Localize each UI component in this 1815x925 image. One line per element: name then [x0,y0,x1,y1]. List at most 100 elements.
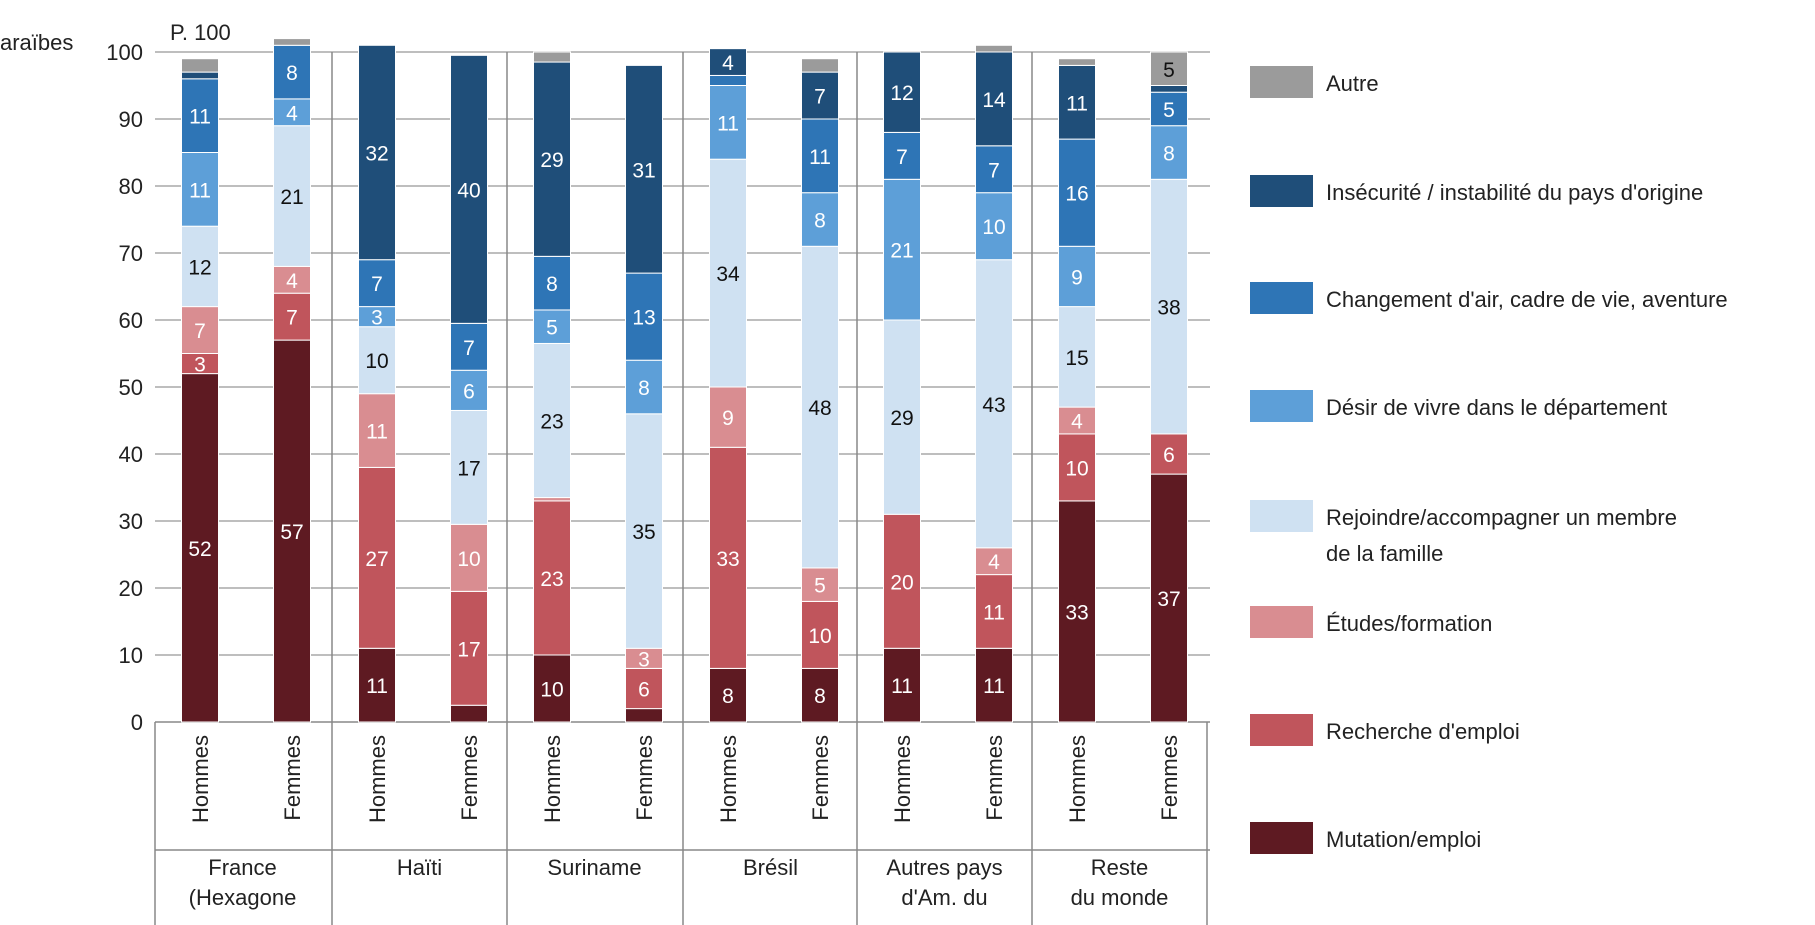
data-label: 8 [286,62,298,85]
bar-segment [1058,500,1096,723]
data-label: 11 [717,112,739,135]
legend-swatch [1250,500,1313,532]
y-tick-label: 50 [119,375,143,400]
data-label: 11 [1066,92,1088,115]
data-label: 31 [632,159,655,182]
bar-segment [883,131,921,180]
y-tick-label: 10 [119,643,143,668]
data-label: 7 [896,146,908,169]
data-label: 16 [1065,183,1088,206]
y-tick-label: 20 [119,576,143,601]
bar-segment [1058,64,1096,140]
bar-segment [625,413,663,649]
bar-segment [358,466,396,649]
data-label: 11 [366,421,388,444]
bar-segment [801,192,839,247]
x-category-label: Femmes [982,735,1007,821]
data-label: 21 [280,186,303,209]
bar-segment [975,44,1013,53]
group-label: du monde [1071,885,1169,910]
y-tick-label: 60 [119,308,143,333]
bar-segment [450,54,488,324]
x-category-label: Hommes [540,735,565,823]
bar-segment [883,178,921,321]
data-label: 15 [1065,347,1088,370]
y-tick-label: 80 [119,174,143,199]
x-category-label: Femmes [808,735,833,821]
data-label: 10 [808,625,831,648]
legend: Autre Insécurité / instabilité du pays d'… [1250,0,1810,925]
bar-segment [273,38,311,46]
group-label: Suriname [547,855,641,880]
bar-segment [883,319,921,515]
bar-segment [273,292,311,341]
y-tick-label: 30 [119,509,143,534]
bar-segment [181,71,219,80]
bar-segment [883,647,921,723]
bar-segment [801,58,839,73]
stacked-bar-chart: P. 1000102030405060708090100523712111157… [106,20,1210,925]
x-category-label: Hommes [1065,735,1090,823]
legend-item: Mutation/emploi [1250,822,1481,858]
y-tick-label: 0 [131,710,143,735]
y-tick-label: 90 [119,107,143,132]
data-label: 7 [194,320,206,343]
bar-segment [1150,178,1188,435]
x-category-label: Femmes [457,735,482,821]
data-label: 4 [988,551,1000,574]
bar-segment [801,600,839,669]
bar-segment [1058,406,1096,435]
data-label: 10 [982,216,1005,239]
bar-segment [533,500,571,656]
bar-segment [181,78,219,153]
bar-segment [533,309,571,344]
data-label: 32 [365,143,388,166]
data-label: 10 [365,350,388,373]
group-label: France [208,855,276,880]
data-label: 23 [540,568,563,591]
data-label: 7 [286,307,298,330]
data-label: 33 [1065,601,1088,624]
data-label: 9 [722,407,734,430]
legend-swatch [1250,66,1313,98]
data-label: 8 [722,685,734,708]
data-label: 20 [890,571,913,594]
bar-segment [801,667,839,723]
bar-segment [181,306,219,355]
legend-item: Rejoindre/accompagner un membre de la fa… [1250,500,1677,572]
data-label: 5 [1163,59,1175,82]
data-label: 17 [457,457,480,480]
group-label: d'Am. du [901,885,987,910]
data-label: 3 [638,648,650,671]
legend-swatch [1250,175,1313,207]
bar-segment [273,125,311,267]
data-label: 23 [540,411,563,434]
x-category-label: Hommes [188,735,213,823]
bar-segment [975,192,1013,261]
data-label: 4 [286,270,298,293]
bar-segment [801,245,839,569]
bar-segment [1150,125,1188,180]
legend-label: Autre [1326,71,1379,96]
data-label: 7 [814,86,826,109]
data-label: 29 [890,407,913,430]
bar-segment [533,342,571,499]
data-label: 6 [638,679,650,702]
data-label: 11 [366,675,388,698]
data-label: 52 [188,538,211,561]
legend-label: Désir de vivre dans le département [1326,395,1668,420]
bar-segment [1150,473,1188,723]
bar-segment [181,373,219,723]
bar-segment [975,574,1013,649]
bar-segment [801,118,839,194]
legend-item: Autre [1250,66,1379,102]
group-label: Haïti [397,855,442,880]
bar-segment [533,51,571,63]
legend-swatch [1250,606,1313,638]
data-label: 35 [632,521,655,544]
bar-segment [533,497,571,502]
bar-segment [181,152,219,227]
data-label: 11 [809,146,831,169]
data-label: 21 [890,240,913,263]
bar-segment [450,369,488,411]
